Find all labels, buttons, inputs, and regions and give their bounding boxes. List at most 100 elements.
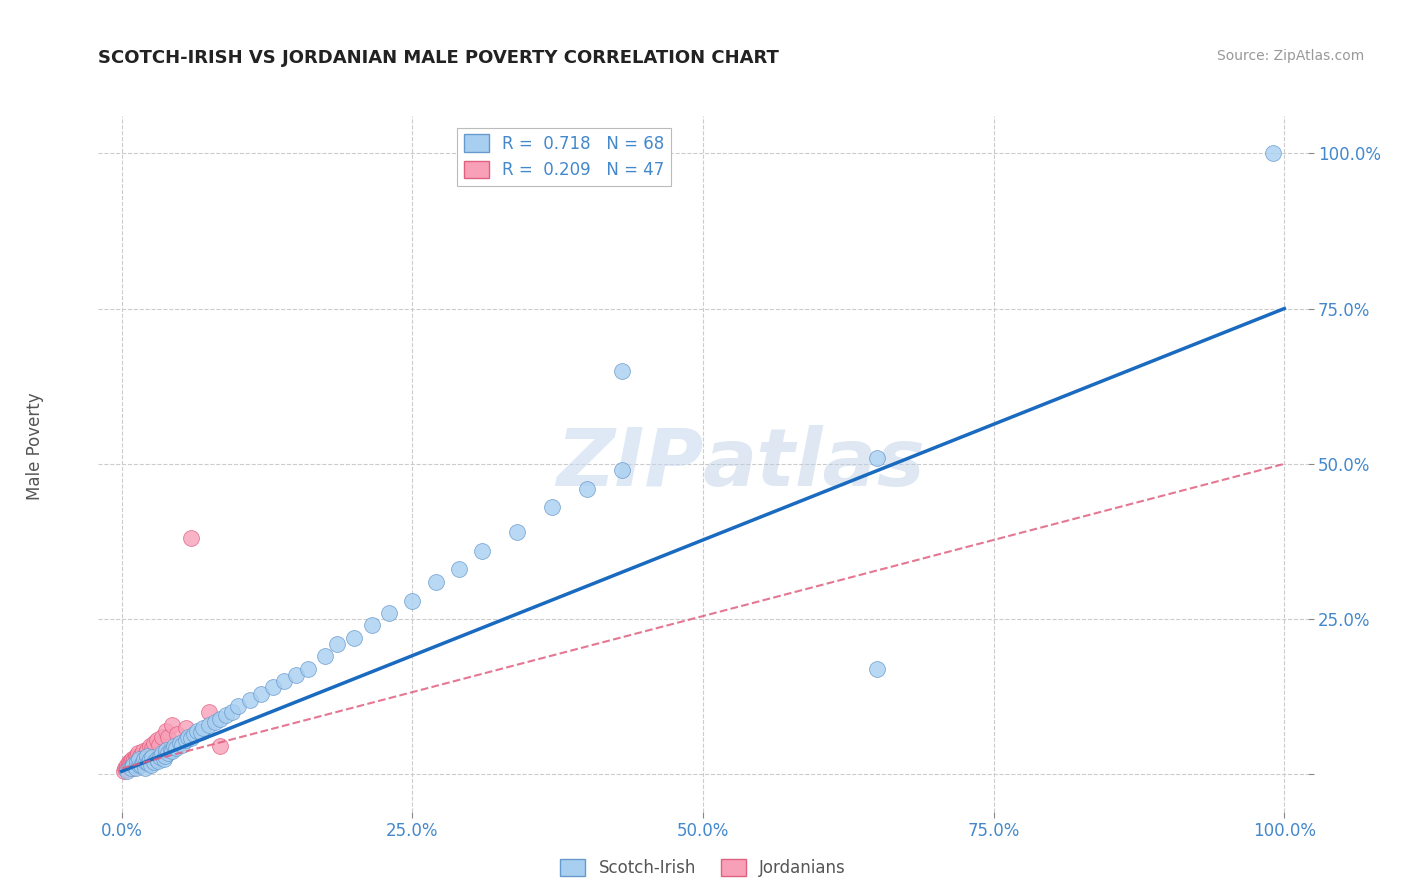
Point [166,727,188,741]
Point [127,746,149,760]
Point [136,742,159,756]
Point [114,761,136,775]
Point [118,760,141,774]
Point [138,752,160,766]
Text: Source: ZipAtlas.com: Source: ZipAtlas.com [1216,49,1364,63]
Point [226,699,249,714]
Point [190,725,212,739]
Point [1261,146,1284,161]
Point [262,681,284,695]
Point [180,731,202,746]
Point [131,755,153,769]
Point [148,738,170,752]
Point [117,758,139,772]
Point [131,744,153,758]
Point [127,754,149,768]
Point [157,730,180,744]
Point [124,758,146,772]
Point [183,727,205,741]
Point [128,758,150,772]
Point [198,706,221,720]
Point [209,739,232,754]
Point [139,758,162,772]
Point [136,748,159,763]
Point [122,758,145,772]
Point [198,717,221,731]
Point [169,736,191,750]
Point [343,631,366,645]
Point [215,708,238,723]
Legend: Scotch-Irish, Jordanians: Scotch-Irish, Jordanians [554,852,852,883]
Point [159,742,181,756]
Point [174,721,197,735]
Point [172,738,194,752]
Point [131,758,153,772]
Point [153,748,176,763]
Point [160,717,183,731]
Point [360,618,382,632]
Point [273,674,295,689]
Point [117,763,139,777]
Point [149,750,172,764]
Point [139,746,162,760]
Point [124,756,146,771]
Point [125,755,148,769]
Point [115,763,138,777]
Point [326,637,349,651]
Point [425,574,447,589]
Point [120,760,142,774]
Point [163,739,186,754]
Point [250,687,273,701]
Point [155,742,177,756]
Point [540,500,562,515]
Point [401,593,423,607]
Point [314,649,336,664]
Point [191,721,214,735]
Point [118,756,141,771]
Point [150,730,173,744]
Point [118,755,141,769]
Point [135,755,157,769]
Point [120,754,142,768]
Point [145,752,167,766]
Text: SCOTCH-IRISH VS JORDANIAN MALE POVERTY CORRELATION CHART: SCOTCH-IRISH VS JORDANIAN MALE POVERTY C… [98,49,779,67]
Point [117,764,139,779]
Point [141,741,163,756]
Point [610,364,633,378]
Point [132,750,155,764]
Point [378,606,401,620]
Point [471,544,494,558]
Point [145,733,167,747]
Point [152,752,174,766]
Point [506,525,529,540]
Point [204,714,226,729]
Point [125,755,148,769]
Point [124,752,146,766]
Point [138,756,160,771]
Point [134,761,156,775]
Point [174,733,197,747]
Point [112,764,135,779]
Point [128,752,150,766]
Point [157,746,180,760]
Point [121,752,143,766]
Point [297,662,319,676]
Point [146,754,169,768]
Point [866,662,889,676]
Point [121,758,143,772]
Point [575,482,598,496]
Text: Male Poverty: Male Poverty [27,392,44,500]
Point [155,723,177,738]
Point [132,752,155,766]
Point [124,761,146,775]
Point [209,712,232,726]
Point [122,755,145,769]
Point [125,750,148,764]
Point [135,746,157,760]
Point [124,748,146,763]
Point [866,450,889,465]
Point [141,750,163,764]
Point [118,761,141,775]
Point [134,754,156,768]
Point [143,736,166,750]
